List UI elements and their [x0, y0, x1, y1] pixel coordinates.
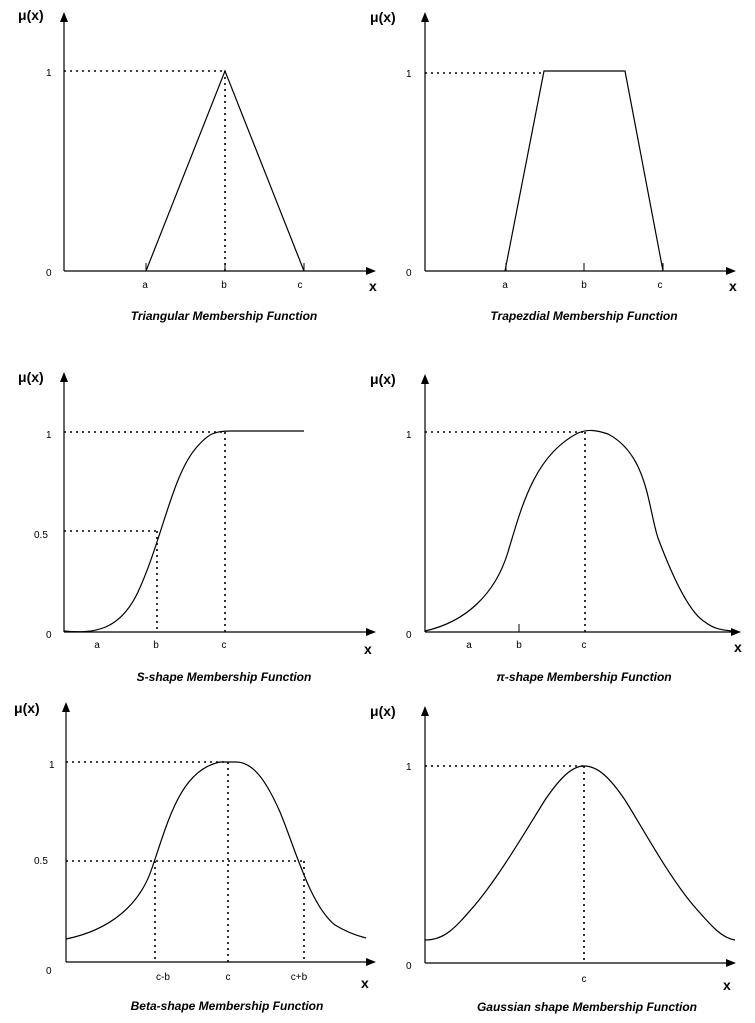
- y-axis-arrow: [62, 702, 70, 712]
- x-tick-label-c: c: [658, 280, 663, 291]
- y-axis-arrow: [60, 12, 68, 22]
- x-tick-label-a: a: [94, 640, 100, 651]
- x-axis-label: x: [369, 278, 377, 294]
- x-tick-label-c: c: [226, 972, 231, 983]
- x-tick-label-a: a: [142, 280, 148, 291]
- y-axis-label: μ(x): [18, 369, 44, 385]
- x-axis-label: x: [729, 278, 737, 294]
- membership-curve: [504, 70, 664, 272]
- x-tick-label-c: c: [298, 280, 303, 291]
- x-tick-label-c-minus-b: c-b: [156, 972, 170, 983]
- y-tick-label-1: 1: [49, 760, 55, 771]
- panel-title: Triangular Membership Function: [131, 309, 317, 323]
- x-tick-label-b: b: [581, 280, 587, 291]
- y-axis-arrow: [60, 372, 68, 382]
- membership-curve: [63, 430, 304, 633]
- membership-curve: [65, 761, 367, 940]
- y-tick-label-0: 0: [46, 966, 52, 977]
- panel-title: π-shape Membership Function: [496, 670, 671, 684]
- y-tick-label-0: 0: [46, 268, 52, 279]
- membership-curve: [145, 69, 305, 272]
- panel-gaussian: μ(x) x 0 1 c Gaussian shape Membership F…: [370, 703, 736, 1014]
- membership-curve: [424, 429, 733, 632]
- y-tick-label-1: 1: [46, 68, 52, 79]
- x-axis-arrow: [366, 267, 376, 275]
- x-axis-label: x: [734, 639, 742, 655]
- x-axis-label: x: [361, 975, 369, 991]
- x-tick-label-b: b: [221, 280, 227, 291]
- panel-pi-shape: μ(x) x 0 1 a b c π-shape Membership Func…: [370, 371, 742, 684]
- y-axis-label: μ(x): [370, 703, 396, 719]
- y-axis-label: μ(x): [370, 9, 396, 25]
- y-tick-label-0: 0: [46, 630, 52, 641]
- x-axis-arrow: [366, 958, 376, 966]
- y-tick-label-0: 0: [406, 961, 412, 972]
- membership-curve: [424, 765, 736, 941]
- y-tick-label-1: 1: [406, 430, 412, 441]
- panel-title: Gaussian shape Membership Function: [477, 1000, 697, 1014]
- y-axis-arrow: [421, 374, 429, 384]
- y-tick-label-0: 0: [406, 630, 412, 641]
- x-tick-label-a: a: [502, 280, 508, 291]
- panel-beta-shape: μ(x) x 0 0.5 1 c-b c c+b Beta-shape Memb…: [14, 700, 376, 1013]
- panel-triangular: μ(x) x 0 1 a b c Triangular Membership F…: [18, 7, 377, 323]
- x-axis-arrow: [731, 628, 741, 636]
- y-axis-label: μ(x): [14, 700, 40, 716]
- x-tick-label-b: b: [516, 640, 522, 651]
- panel-title: S-shape Membership Function: [137, 670, 312, 684]
- panel-trapezoidal: μ(x) x 0 1 a b c Trapezdial Membership F…: [370, 9, 737, 323]
- x-axis-arrow: [366, 628, 376, 636]
- y-axis-arrow: [421, 706, 429, 716]
- panel-title: Trapezdial Membership Function: [490, 309, 677, 323]
- y-axis-label: μ(x): [18, 7, 44, 23]
- x-tick-label-c-plus-b: c+b: [291, 972, 308, 983]
- y-tick-label-1: 1: [406, 762, 412, 773]
- y-axis-arrow: [421, 12, 429, 22]
- panel-title: Beta-shape Membership Function: [131, 999, 324, 1013]
- x-axis-label: x: [364, 641, 372, 657]
- x-axis-label: x: [723, 977, 731, 993]
- x-tick-label-c: c: [582, 974, 587, 985]
- x-tick-label-c: c: [582, 640, 587, 651]
- y-tick-label-0.5: 0.5: [34, 530, 48, 541]
- y-tick-label-0.5: 0.5: [34, 856, 48, 867]
- x-tick-label-a: a: [466, 640, 472, 651]
- x-tick-label-c: c: [222, 640, 227, 651]
- y-axis-label: μ(x): [370, 371, 396, 387]
- x-tick-label-b: b: [153, 640, 159, 651]
- y-tick-label-1: 1: [406, 69, 412, 80]
- y-tick-label-1: 1: [46, 430, 52, 441]
- x-axis-arrow: [726, 267, 736, 275]
- x-axis-arrow: [726, 959, 736, 967]
- y-tick-label-0: 0: [406, 268, 412, 279]
- panel-s-shape: μ(x) x 0 0.5 1 a b c S-shape Membership …: [18, 369, 376, 684]
